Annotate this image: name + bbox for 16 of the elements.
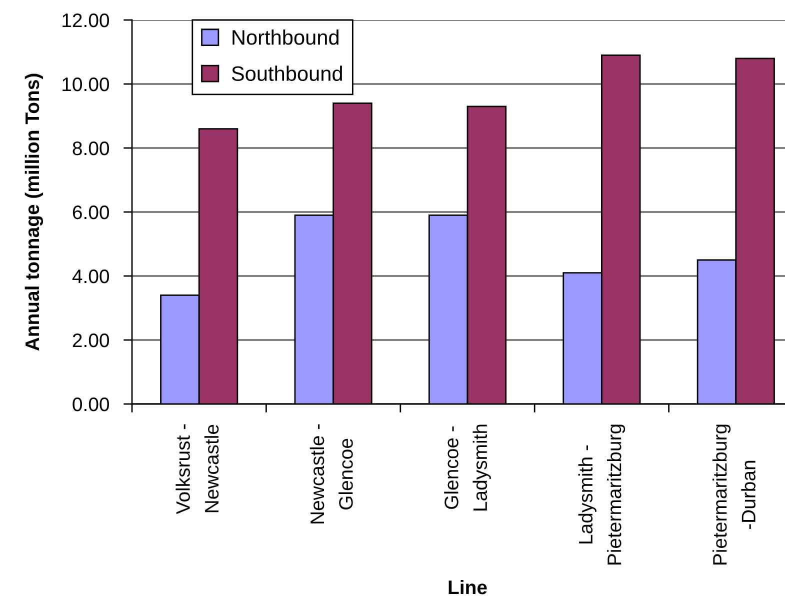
x-tick-label: Glencoe - Ladysmith (444, 424, 491, 510)
y-axis-title: Annual tonnage (million Tons) (24, 74, 44, 351)
legend-label: Southbound (232, 66, 342, 81)
x-tick-label: Volksrust - Newcastle (176, 424, 219, 514)
y-tick-label: 4.00 (72, 269, 110, 284)
x-tick-label: Newcastle - Glencoe (310, 424, 353, 524)
y-tick-label: 12.00 (62, 13, 110, 28)
legend-label: Northbound (232, 29, 338, 45)
y-tick-label: 0.00 (72, 397, 110, 412)
x-tick-label: Pietermaritzburg -Durban (712, 424, 756, 564)
y-tick-label: 6.00 (72, 205, 110, 220)
y-tick-label: 10.00 (62, 77, 110, 92)
y-tick-label: 2.00 (72, 333, 110, 348)
x-axis-title: Line (448, 580, 487, 594)
x-tick-label: Ladysmith - Pietermaritzburg (578, 424, 626, 564)
y-tick-label: 8.00 (72, 141, 110, 156)
